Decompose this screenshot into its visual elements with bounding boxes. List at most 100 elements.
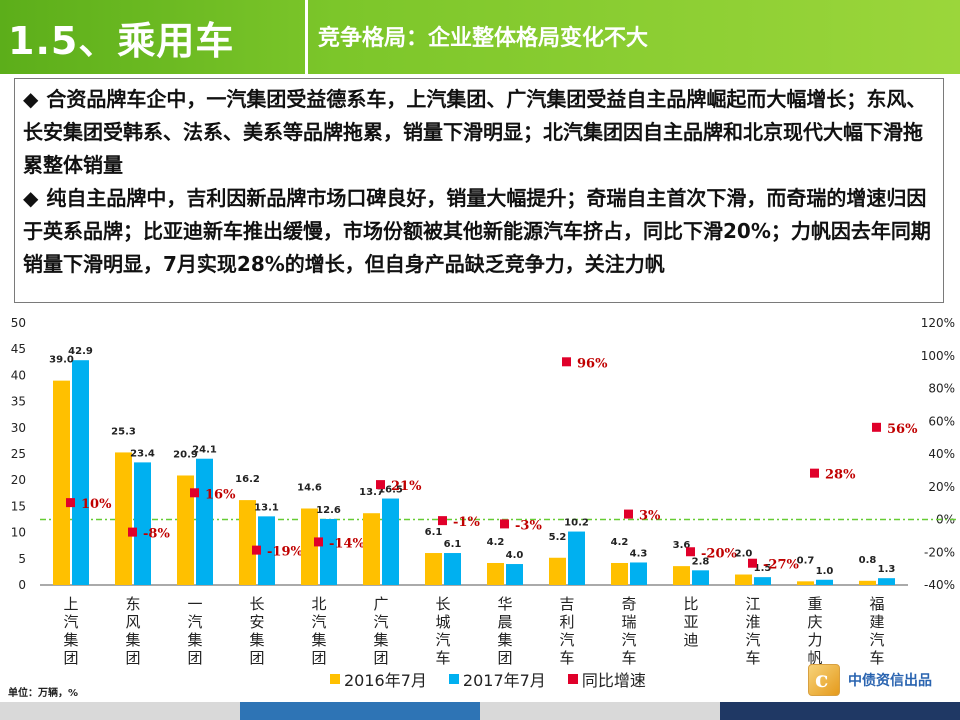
legend-swatch-2017 (448, 674, 459, 684)
footer-bar-segment-4 (720, 702, 960, 720)
category-label-char: 比 (683, 595, 698, 613)
unit-note: 单位：万辆，% (8, 688, 79, 699)
bar-2016 (549, 557, 566, 585)
growth-label: -8% (143, 527, 170, 542)
category-label-char: 福 (869, 595, 884, 613)
category-label-char: 汽 (559, 631, 574, 649)
legend-swatch-growth (567, 674, 578, 684)
legend-label-growth: 同比增速 (581, 671, 646, 690)
growth-marker (438, 516, 447, 526)
growth-marker (66, 498, 75, 508)
footer-bar-segment-3 (480, 702, 720, 720)
bar-label-2016: 5.2 (549, 532, 567, 543)
growth-label: 56% (887, 422, 918, 437)
category-label-char: 团 (249, 649, 264, 667)
footer-bar-segment-2 (240, 702, 480, 720)
bar-label-2016: 2.0 (735, 549, 753, 560)
right-axis-tick-label: 40% (928, 447, 955, 461)
bar-label-2016: 14.6 (297, 482, 322, 493)
left-axis-tick-label: 10 (11, 526, 26, 540)
bar-2017 (72, 360, 89, 585)
footer-bar-segment-1 (0, 702, 240, 720)
category-label-char: 长 (435, 595, 450, 613)
paragraph-joint-venture: ◆ 合资品牌车企中，一汽集团受益德系车，上汽集团、广汽集团受益自主品牌崛起而大幅增… (23, 83, 935, 182)
category-label-char: 力 (807, 631, 822, 649)
right-axis-tick-label: -20% (924, 545, 955, 559)
bar-2017 (134, 462, 151, 585)
category-label-char: 集 (187, 631, 202, 649)
left-axis-tick-label: 30 (11, 421, 26, 435)
bar-2017 (754, 577, 771, 585)
bar-2016 (177, 475, 194, 585)
left-axis-tick-label: 20 (11, 473, 26, 487)
category-label-char: 集 (311, 631, 326, 649)
category-label-char: 庆 (807, 613, 822, 631)
category-label-char: 奇 (621, 595, 636, 613)
left-axis-tick-label: 50 (11, 316, 26, 330)
category-label-char: 团 (63, 649, 78, 667)
bar-2017 (568, 531, 585, 585)
bar-label-2016: 16.2 (235, 474, 260, 485)
category-label-char: 吉 (559, 595, 574, 613)
growth-marker (128, 527, 137, 537)
bar-2016 (53, 380, 70, 585)
bar-label-2017: 42.9 (68, 346, 93, 357)
bar-2016 (487, 562, 504, 585)
category-label-char: 华 (497, 595, 512, 613)
bar-label-2017: 1.5 (754, 563, 772, 574)
bar-2016 (859, 580, 876, 585)
brand-text: 中债资信出品 (848, 673, 932, 689)
bar-label-2016: 13.7 (359, 487, 384, 498)
paragraph-2-text: 纯自主品牌中，吉利因新品牌市场口碑良好，销量大幅提升；奇瑞自主首次下滑，而奇瑞的… (23, 186, 931, 276)
category-label-char: 汽 (745, 631, 760, 649)
bar-label-2016: 20.9 (173, 449, 198, 460)
brand-mark: c 中债资信出品 (808, 664, 932, 696)
diamond-bullet-icon: ◆ (23, 87, 39, 111)
category-label-char: 汽 (869, 631, 884, 649)
right-axis-tick-label: 20% (928, 480, 955, 494)
category-label-char: 车 (435, 649, 450, 667)
bar-2017 (444, 553, 461, 585)
left-axis-tick-label: 25 (11, 447, 26, 461)
growth-marker (252, 545, 261, 555)
category-label-char: 团 (497, 649, 512, 667)
bar-label-2016: 39.0 (49, 355, 74, 366)
category-label-char: 风 (125, 613, 140, 631)
bar-label-2017: 6.1 (444, 539, 462, 550)
growth-label: 3% (639, 509, 661, 524)
category-label-char: 团 (373, 649, 388, 667)
growth-label: -19% (267, 545, 303, 560)
bar-label-2017: 16.5 (378, 485, 403, 496)
growth-marker (314, 537, 323, 547)
category-label-char: 集 (497, 631, 512, 649)
bar-label-2016: 0.8 (859, 555, 877, 566)
left-axis-tick-label: 15 (11, 499, 26, 513)
category-label-char: 汽 (373, 613, 388, 631)
bar-2017 (630, 562, 647, 585)
growth-label: 28% (825, 468, 856, 483)
summary-text-box: ◆ 合资品牌车企中，一汽集团受益德系车，上汽集团、广汽集团受益自主品牌崛起而大幅增… (14, 78, 944, 303)
bar-label-2016: 4.2 (611, 537, 629, 548)
right-axis-tick-label: 100% (921, 349, 955, 363)
left-axis-tick-label: 45 (11, 342, 26, 356)
growth-label: 16% (205, 487, 236, 502)
bar-2017 (692, 570, 709, 585)
category-label-char: 集 (373, 631, 388, 649)
category-label-char: 集 (249, 631, 264, 649)
bar-2016 (301, 508, 318, 585)
bar-2016 (425, 553, 442, 585)
category-label-char: 汽 (435, 631, 450, 649)
bar-2017 (196, 458, 213, 585)
bar-2017 (878, 578, 895, 585)
growth-marker (686, 547, 695, 557)
legend-label-2016: 2016年7月 (344, 671, 427, 690)
growth-label: 96% (577, 356, 608, 371)
legend-label-2017: 2017年7月 (462, 671, 546, 690)
bar-label-2017: 4.3 (630, 548, 648, 559)
bar-2016 (239, 500, 256, 585)
bar-label-2017: 4.0 (506, 550, 524, 561)
growth-marker (376, 480, 385, 490)
bar-2017 (258, 516, 275, 585)
category-label-char: 汽 (311, 613, 326, 631)
category-label-char: 车 (745, 649, 760, 667)
